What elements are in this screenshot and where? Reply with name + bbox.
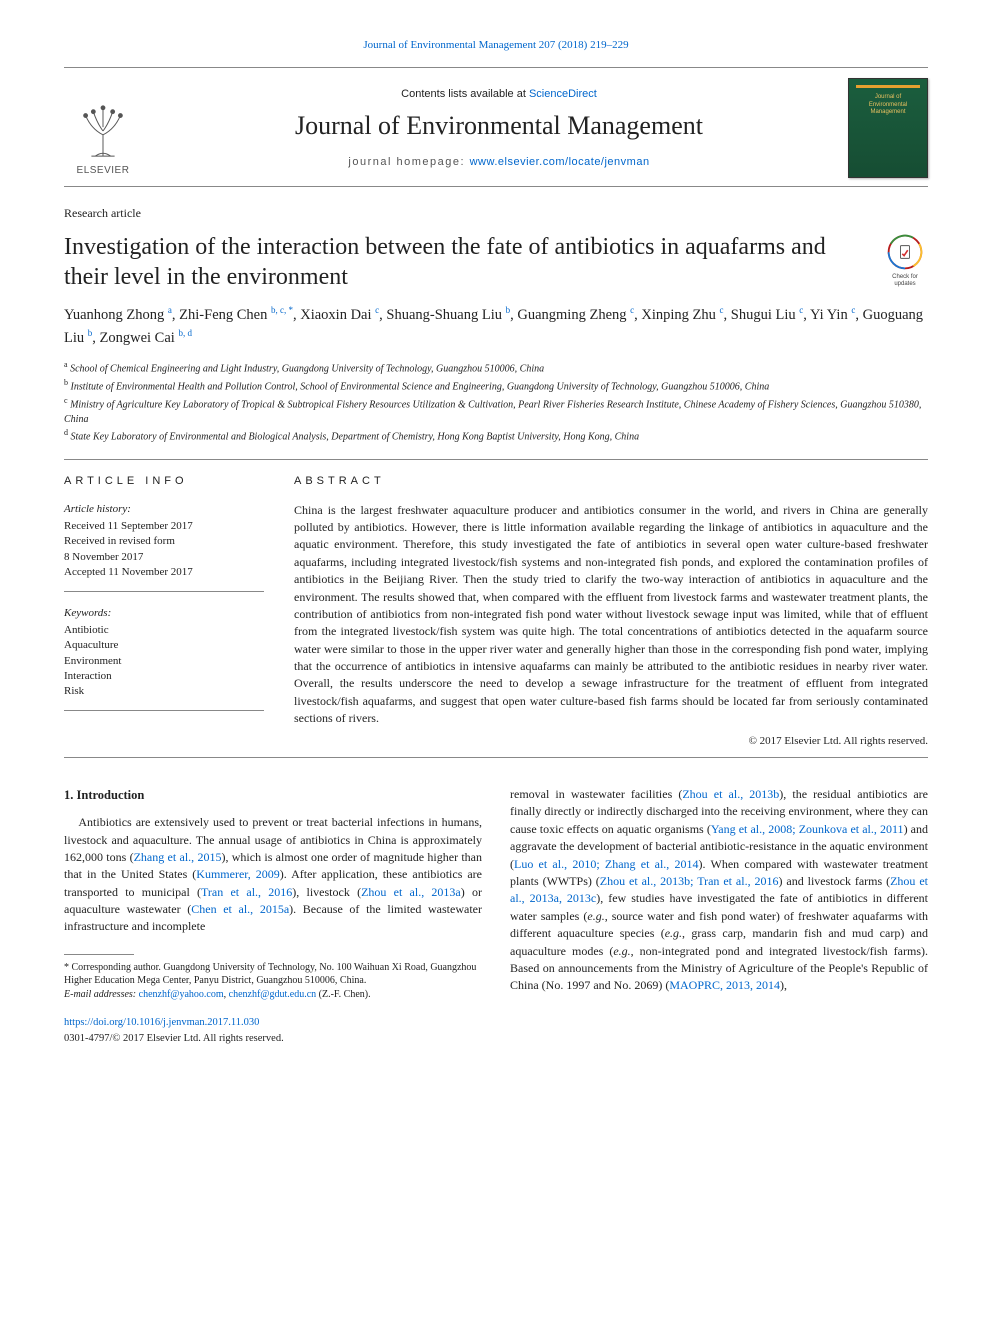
cover-title-text: Journal of Environmental Management — [869, 94, 907, 116]
history-block: Article history: Received 11 September 2… — [64, 502, 264, 592]
abstract-text: China is the largest freshwater aquacult… — [294, 502, 928, 728]
footnote-divider — [64, 954, 134, 955]
history-label: Article history: — [64, 502, 264, 517]
check-updates-caption: Check for updates — [882, 274, 928, 287]
authors-line: Yuanhong Zhong a, Zhi-Feng Chen b, c, *,… — [64, 304, 928, 349]
article-title: Investigation of the interaction between… — [64, 232, 870, 292]
homepage-label: journal homepage: — [348, 156, 469, 168]
keyword-item: Antibiotic — [64, 623, 264, 638]
divider — [64, 757, 928, 758]
journal-name: Journal of Environmental Management — [150, 108, 848, 144]
article-info-col: ARTICLE INFO Article history: Received 1… — [64, 474, 264, 749]
masthead: ELSEVIER Contents lists available at Sci… — [64, 67, 928, 187]
doi-link[interactable]: https://doi.org/10.1016/j.jenvman.2017.1… — [64, 1017, 259, 1028]
email-link-2[interactable]: chenzhf@gdut.edu.cn — [229, 989, 317, 1000]
keyword-item: Interaction — [64, 669, 264, 684]
masthead-center: Contents lists available at ScienceDirec… — [150, 78, 848, 178]
keyword-item: Environment — [64, 654, 264, 669]
top-citation-link[interactable]: Journal of Environmental Management 207 … — [363, 39, 628, 51]
contents-prefix: Contents lists available at — [401, 88, 529, 100]
affiliation-line: d State Key Laboratory of Environmental … — [64, 427, 928, 445]
intro-para-right: removal in wastewater facilities (Zhou e… — [510, 786, 928, 995]
history-item: 8 November 2017 — [64, 550, 264, 565]
abstract-head: ABSTRACT — [294, 474, 928, 489]
history-item: Accepted 11 November 2017 — [64, 565, 264, 580]
keywords-block: Keywords: AntibioticAquacultureEnvironme… — [64, 606, 264, 711]
top-citation: Journal of Environmental Management 207 … — [64, 38, 928, 53]
affiliation-line: b Institute of Environmental Health and … — [64, 377, 928, 395]
doi-line: https://doi.org/10.1016/j.jenvman.2017.1… — [64, 1015, 482, 1030]
email-link-1[interactable]: chenzhf@yahoo.com — [139, 989, 224, 1000]
contents-list-line: Contents lists available at ScienceDirec… — [150, 87, 848, 102]
affiliation-line: a School of Chemical Engineering and Lig… — [64, 359, 928, 377]
keywords-label: Keywords: — [64, 606, 264, 621]
corr-text: Corresponding author. Guangdong Universi… — [64, 962, 476, 987]
intro-heading: 1. Introduction — [64, 786, 482, 804]
keyword-item: Risk — [64, 684, 264, 699]
journal-homepage-line: journal homepage: www.elsevier.com/locat… — [150, 155, 848, 170]
corr-star: * — [64, 962, 69, 973]
publisher-name: ELSEVIER — [77, 164, 130, 178]
homepage-link[interactable]: www.elsevier.com/locate/jenvman — [470, 156, 650, 168]
journal-cover-thumb: Journal of Environmental Management — [848, 78, 928, 178]
history-item: Received in revised form — [64, 534, 264, 549]
email-label: E-mail addresses: — [64, 989, 136, 1000]
affiliation-line: c Ministry of Agriculture Key Laboratory… — [64, 395, 928, 427]
keyword-item: Aquaculture — [64, 638, 264, 653]
history-item: Received 11 September 2017 — [64, 519, 264, 534]
cover-accent-bar — [856, 85, 921, 88]
article-info-head: ARTICLE INFO — [64, 474, 264, 489]
elsevier-tree-icon — [72, 100, 134, 162]
corresponding-footnote: * Corresponding author. Guangdong Univer… — [64, 961, 482, 1002]
sciencedirect-link[interactable]: ScienceDirect — [529, 88, 597, 100]
abstract-col: ABSTRACT China is the largest freshwater… — [294, 474, 928, 749]
check-updates-badge[interactable]: Check for updates — [882, 232, 928, 290]
abstract-copyright: © 2017 Elsevier Ltd. All rights reserved… — [294, 734, 928, 749]
issn-copyright: 0301-4797/© 2017 Elsevier Ltd. All right… — [64, 1031, 482, 1046]
email-suffix: (Z.-F. Chen). — [319, 989, 371, 1000]
body-col-left: 1. Introduction Antibiotics are extensiv… — [64, 786, 482, 1046]
body-col-right: removal in wastewater facilities (Zhou e… — [510, 786, 928, 1046]
divider — [64, 459, 928, 460]
affiliations: a School of Chemical Engineering and Lig… — [64, 359, 928, 445]
publisher-block: ELSEVIER — [64, 78, 150, 178]
intro-para-left: Antibiotics are extensively used to prev… — [64, 814, 482, 936]
article-type: Research article — [64, 205, 928, 222]
body-columns: 1. Introduction Antibiotics are extensiv… — [64, 786, 928, 1046]
